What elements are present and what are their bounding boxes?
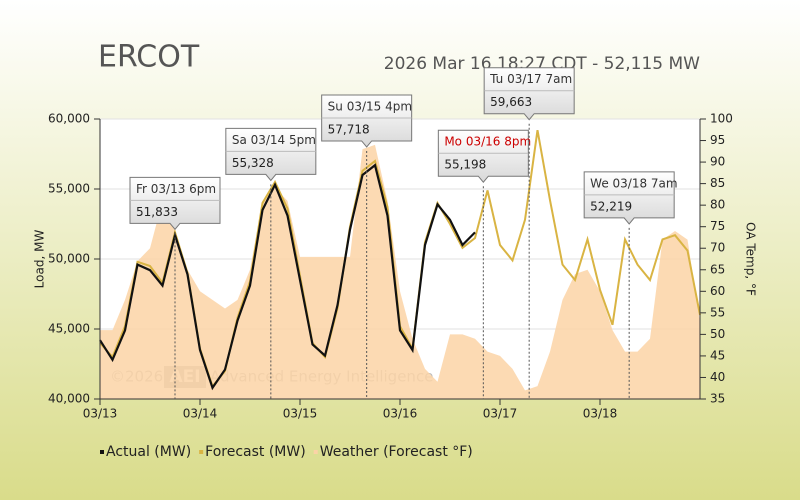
- annotation-value: 51,833: [136, 205, 178, 219]
- x-tick-label: 03/13: [83, 407, 118, 421]
- y-tick-label: 45,000: [48, 322, 90, 336]
- y2-tick-label: 65: [710, 262, 725, 276]
- x-tick-label: 03/14: [183, 407, 218, 421]
- y2-tick-label: 70: [710, 241, 725, 255]
- y2-tick-label: 95: [710, 133, 725, 147]
- legend-swatch: [100, 450, 104, 454]
- y2-tick-label: 45: [710, 348, 725, 362]
- annotation-box: [129, 176, 221, 231]
- y2-tick-label: 40: [710, 370, 725, 384]
- annotation-title: Sa 03/14 5pm: [232, 133, 316, 147]
- annotation-title: Tu 03/17 7am: [489, 72, 572, 86]
- x-tick-label: 03/18: [583, 407, 618, 421]
- y2-tick-label: 100: [710, 112, 733, 126]
- x-tick-label: 03/16: [383, 407, 418, 421]
- chart-title: ERCOT: [98, 40, 200, 75]
- y2-tick-label: 60: [710, 284, 725, 298]
- annotation-value: 59,663: [490, 95, 532, 109]
- y2-tick-label: 90: [710, 155, 725, 169]
- y-axis-label: Load, MW: [33, 230, 47, 289]
- weather-area: [100, 144, 700, 399]
- legend-swatch: [199, 450, 204, 454]
- y2-tick-label: 35: [710, 392, 725, 406]
- legend-swatch: [313, 450, 318, 454]
- legend-label: Weather (Forecast °F): [320, 444, 473, 460]
- legend-label: Actual (MW): [106, 444, 191, 460]
- y2-tick-label: 50: [710, 327, 725, 341]
- series-line: [99, 163, 476, 391]
- x-tick-label: 03/15: [283, 407, 318, 421]
- annotation-box: [225, 127, 317, 182]
- annotation-box: [483, 67, 575, 121]
- y-tick-label: 40,000: [48, 392, 90, 406]
- annotation-value: 55,198: [444, 158, 486, 172]
- y-tick-label: 50,000: [48, 252, 90, 266]
- annotation-box: [437, 129, 529, 184]
- annotation-title: We 03/18 7am: [590, 176, 677, 190]
- annotation-box: [583, 171, 675, 225]
- annotation-title: Fr 03/13 6pm: [136, 182, 216, 196]
- annotation-title: Mo 03/16 8pm: [444, 135, 531, 149]
- annotation-value: 55,328: [232, 156, 274, 170]
- annotation-value: 57,718: [328, 122, 370, 136]
- y2-axis-label: OA Temp, °F: [744, 222, 758, 296]
- y2-tick-label: 75: [710, 219, 725, 233]
- chart-subtitle: 2026 Mar 16 18:27 CDT - 52,115 MW: [384, 54, 700, 74]
- annotation-title: Su 03/15 4pm: [328, 99, 412, 113]
- y2-tick-label: 85: [710, 176, 725, 190]
- legend-label: Forecast (MW): [205, 444, 306, 460]
- y-tick-label: 60,000: [48, 112, 90, 126]
- y-tick-label: 55,000: [48, 182, 90, 196]
- x-tick-label: 03/17: [483, 407, 518, 421]
- y2-tick-label: 55: [710, 305, 725, 319]
- annotation-box: [321, 94, 413, 148]
- annotation-value: 52,219: [590, 199, 632, 213]
- y2-tick-label: 80: [710, 198, 725, 212]
